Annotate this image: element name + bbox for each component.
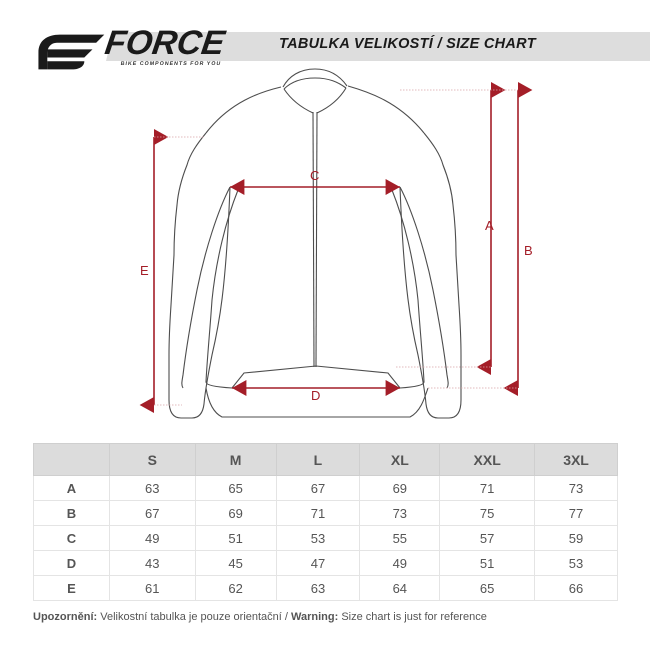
svg-text:A: A [485,218,494,233]
svg-text:E: E [140,263,149,278]
svg-text:C: C [310,168,319,183]
svg-text:D: D [311,388,320,403]
svg-text:B: B [524,243,533,258]
